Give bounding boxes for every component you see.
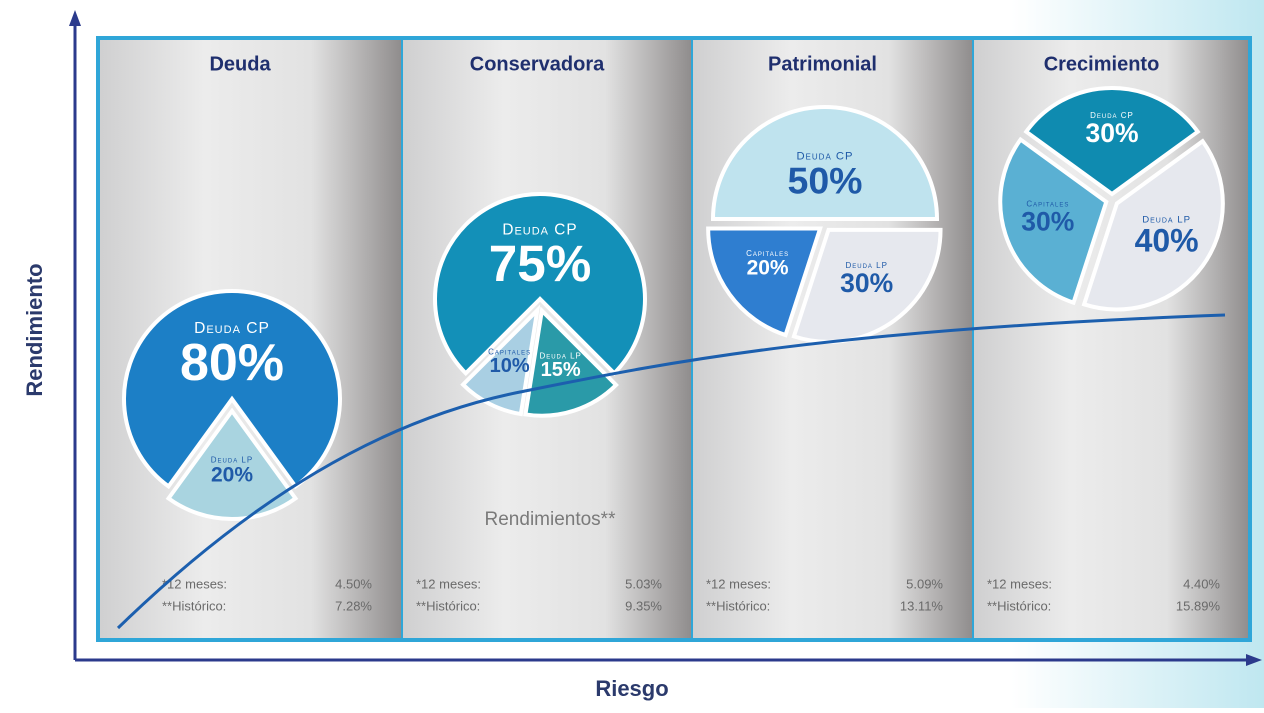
y-axis-label: Rendimiento <box>22 263 47 396</box>
note: Rendimientos** <box>485 509 617 530</box>
stat-label: *12 meses: <box>706 576 771 591</box>
stat-label: **Histórico: <box>706 598 770 613</box>
x-axis-label: Riesgo <box>595 676 668 701</box>
slice-value: 30% <box>1021 207 1074 237</box>
slice-value: 10% <box>490 355 530 377</box>
stat-label: **Histórico: <box>416 598 480 613</box>
stat-value: 5.09% <box>906 576 943 591</box>
slice-value: 50% <box>787 159 862 201</box>
infographic: DeudaDeuda CP80%Deuda LP20%*12 meses:4.5… <box>0 0 1264 708</box>
slice-value: 15% <box>541 359 581 381</box>
stat-label: **Histórico: <box>162 598 226 613</box>
stat-value: 4.40% <box>1183 576 1220 591</box>
panel-title: Crecimiento <box>1044 53 1160 75</box>
stat-value: 5.03% <box>625 576 662 591</box>
stat-value: 9.35% <box>625 598 662 613</box>
stat-value: 7.28% <box>335 598 372 613</box>
panel-title: Patrimonial <box>768 53 877 75</box>
slice-value: 40% <box>1135 222 1199 258</box>
stat-label: *12 meses: <box>416 576 481 591</box>
stat-value: 13.11% <box>900 598 944 613</box>
stat-value: 15.89% <box>1176 598 1221 613</box>
slice-value: 80% <box>180 334 284 392</box>
panel-title: Deuda <box>209 53 271 75</box>
slice-value: 75% <box>489 235 592 292</box>
page: {"y_label": "Rendimiento", "x_label": "R… <box>0 0 1264 713</box>
slice-value: 30% <box>1085 118 1138 148</box>
stat-label: *12 meses: <box>987 576 1052 591</box>
slice-value: 20% <box>211 463 253 486</box>
stat-value: 4.50% <box>335 576 372 591</box>
panel-title: Conservadora <box>470 53 605 75</box>
slice-value: 30% <box>840 268 893 298</box>
stat-label: **Histórico: <box>987 598 1051 613</box>
slice-value: 20% <box>747 256 789 279</box>
